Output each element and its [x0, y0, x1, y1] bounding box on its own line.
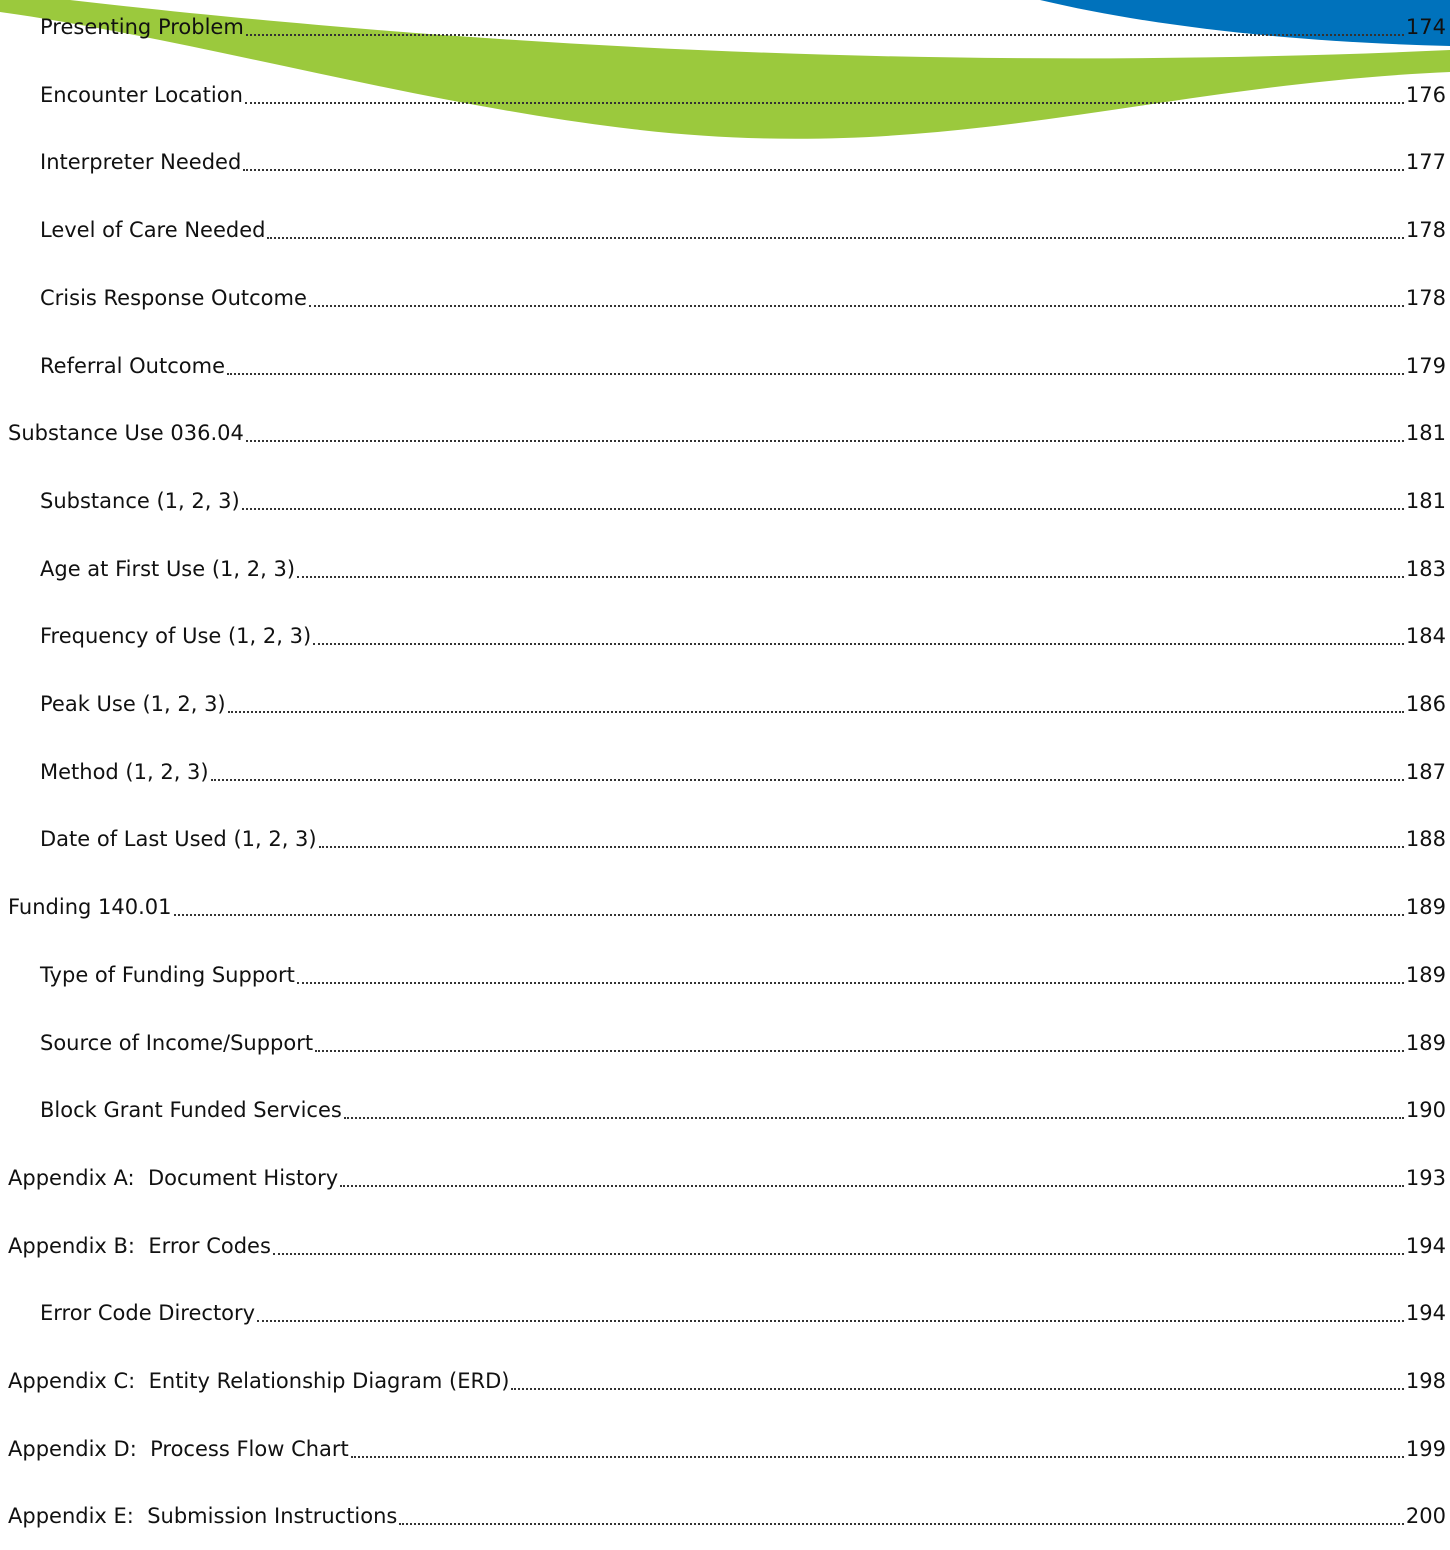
entry-page: 186	[1406, 692, 1446, 716]
entry-page: 183	[1406, 557, 1446, 581]
dot-leader	[228, 711, 1404, 713]
toc-entry: Age at First Use (1, 2, 3) 183	[40, 535, 1446, 603]
entry-page: 193	[1406, 1166, 1446, 1190]
toc-entry: Appendix D: Process Flow Chart 199	[8, 1415, 1446, 1483]
dot-leader	[319, 846, 1404, 848]
entry-page: 198	[1406, 1369, 1446, 1393]
entry-title: Age at First Use (1, 2, 3)	[40, 557, 295, 581]
entry-page: 189	[1406, 895, 1446, 919]
entry-title: Error Code Directory	[40, 1301, 255, 1325]
entry-page: 184	[1406, 624, 1446, 648]
toc-entry: Substance (1, 2, 3) 181	[40, 467, 1446, 535]
dot-leader	[242, 508, 1404, 510]
toc-entry: Funding 140.01 189	[8, 873, 1446, 941]
entry-page: 178	[1406, 218, 1446, 242]
entry-page: 189	[1406, 1031, 1446, 1055]
entry-page: 177	[1406, 150, 1446, 174]
dot-leader	[227, 373, 1404, 375]
entry-page: 181	[1406, 421, 1446, 445]
entry-page: 194	[1406, 1301, 1446, 1325]
toc-entry: Presenting Problem 174	[40, 0, 1446, 61]
entry-title: Source of Income/Support	[40, 1031, 313, 1055]
entry-page: 179	[1406, 354, 1446, 378]
entry-page: 200	[1406, 1504, 1446, 1528]
entry-page: 174	[1406, 15, 1446, 39]
dot-leader	[257, 1320, 1404, 1322]
entry-title: Appendix E: Submission Instructions	[8, 1504, 397, 1528]
dot-leader	[267, 237, 1403, 239]
toc-entry: Type of Funding Support 189	[40, 941, 1446, 1009]
toc-entry: Source of Income/Support 189	[40, 1009, 1446, 1077]
toc-entry: Frequency of Use (1, 2, 3) 184	[40, 602, 1446, 670]
dot-leader	[273, 1253, 1404, 1255]
toc-entry: Peak Use (1, 2, 3) 186	[40, 670, 1446, 738]
entry-title: Level of Care Needed	[40, 218, 265, 242]
entry-title: Referral Outcome	[40, 354, 225, 378]
dot-leader	[246, 440, 1404, 442]
toc-entry: Block Grant Funded Services 190	[40, 1076, 1446, 1144]
entry-title: Interpreter Needed	[40, 150, 241, 174]
dot-leader	[313, 643, 1404, 645]
entry-title: Presenting Problem	[40, 15, 244, 39]
toc-entry: Appendix B: Error Codes 194	[8, 1212, 1446, 1280]
toc-entry: Interpreter Needed 177	[40, 128, 1446, 196]
entry-title: Crisis Response Outcome	[40, 286, 307, 310]
dot-leader	[174, 914, 1404, 916]
entry-title: Peak Use (1, 2, 3)	[40, 692, 226, 716]
entry-title: Substance (1, 2, 3)	[40, 489, 240, 513]
entry-page: 189	[1406, 963, 1446, 987]
dot-leader	[309, 305, 1404, 307]
entry-page: 176	[1406, 83, 1446, 107]
entry-title: Method (1, 2, 3)	[40, 760, 209, 784]
dot-leader	[297, 982, 1404, 984]
toc-entry: Date of Last Used (1, 2, 3) 188	[40, 805, 1446, 873]
dot-leader	[399, 1523, 1404, 1525]
entry-title: Appendix A: Document History	[8, 1166, 338, 1190]
entry-title: Funding 140.01	[8, 895, 172, 919]
entry-title: Block Grant Funded Services	[40, 1098, 342, 1122]
entry-title: Date of Last Used (1, 2, 3)	[40, 827, 317, 851]
entry-title: Substance Use 036.04	[8, 421, 244, 445]
toc-entry: Appendix E: Submission Instructions 200	[8, 1482, 1446, 1550]
toc-entry: Substance Use 036.04 181	[8, 399, 1446, 467]
dot-leader	[344, 1117, 1404, 1119]
dot-leader	[351, 1456, 1404, 1458]
entry-page: 187	[1406, 760, 1446, 784]
dot-leader	[315, 1050, 1404, 1052]
dot-leader	[246, 34, 1404, 36]
entry-title: Frequency of Use (1, 2, 3)	[40, 624, 311, 648]
toc-entry: Method (1, 2, 3) 187	[40, 738, 1446, 806]
dot-leader	[511, 1388, 1403, 1390]
entry-title: Appendix C: Entity Relationship Diagram …	[8, 1369, 509, 1393]
entry-page: 188	[1406, 827, 1446, 851]
toc-entry: Referral Outcome 179	[40, 332, 1446, 400]
dot-leader	[297, 576, 1404, 578]
entry-page: 194	[1406, 1234, 1446, 1258]
toc-entry: Level of Care Needed 178	[40, 196, 1446, 264]
toc-entry: Appendix C: Entity Relationship Diagram …	[8, 1347, 1446, 1415]
entry-page: 181	[1406, 489, 1446, 513]
entry-title: Type of Funding Support	[40, 963, 295, 987]
toc-entry: Error Code Directory 194	[40, 1279, 1446, 1347]
dot-leader	[243, 169, 1404, 171]
toc-entry: Appendix A: Document History 193	[8, 1144, 1446, 1212]
entry-page: 190	[1406, 1098, 1446, 1122]
entry-title: Appendix B: Error Codes	[8, 1234, 271, 1258]
toc-entry: Encounter Location 176	[40, 61, 1446, 129]
dot-leader	[245, 102, 1404, 104]
entry-title: Encounter Location	[40, 83, 243, 107]
page: Presenting Problem 174 Encounter Location 1…	[0, 0, 1450, 1528]
dot-leader	[340, 1185, 1404, 1187]
entry-title: Appendix D: Process Flow Chart	[8, 1437, 349, 1461]
entry-page: 178	[1406, 286, 1446, 310]
dot-leader	[211, 779, 1404, 781]
toc-entry: Crisis Response Outcome 178	[40, 264, 1446, 332]
entry-page: 199	[1406, 1437, 1446, 1461]
